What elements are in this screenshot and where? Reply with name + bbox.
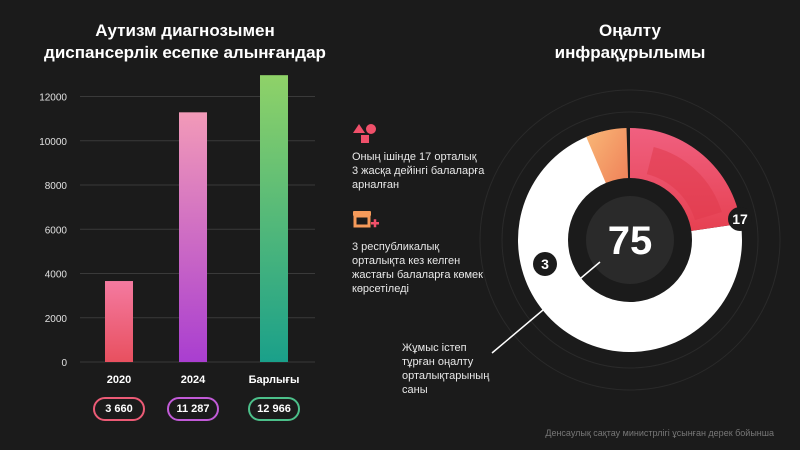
- note-line: көрсетіледі: [352, 283, 409, 295]
- shapes-icon: [353, 124, 376, 143]
- callout-line: [491, 261, 601, 354]
- y-tick-label: 6000: [45, 225, 68, 236]
- slice-3-badge: [533, 252, 557, 276]
- donut-total-label: 75: [608, 219, 653, 263]
- store-plus-icon: [353, 211, 379, 228]
- y-tick-label: 2000: [45, 314, 68, 325]
- donut-chart-title-line2: инфрақұрылымы: [554, 43, 706, 62]
- note-line: жастағы балаларға көмек: [352, 269, 483, 281]
- bar-chart-title: Аутизм диагнозымен диспансерлік есепке а…: [30, 20, 340, 64]
- bar-2024: [179, 112, 207, 363]
- y-tick-label: 0: [61, 358, 67, 369]
- bar-chart-title-line1: Аутизм диагнозымен: [95, 21, 275, 40]
- bar-chart-x-axis: 2020 2024 Барлығы: [107, 374, 300, 386]
- decorative-ring: [501, 111, 759, 369]
- note-store: 3 республикалық орталықта кез келген жас…: [352, 240, 483, 296]
- note-line: 3 республикалық: [352, 241, 440, 253]
- bar-chart-bars: [105, 75, 288, 363]
- y-tick-label: 12000: [39, 93, 67, 104]
- donut-center: [586, 196, 674, 284]
- donut-chart: 75 17 3: [479, 89, 781, 391]
- note-line: 3 жасқа дейінгі балаларға: [352, 165, 485, 177]
- slice-17-badge: [728, 207, 752, 231]
- note-line: арналған: [352, 179, 400, 191]
- decorative-ring: [479, 89, 781, 391]
- bar-Барлығы: [260, 75, 288, 362]
- bar-chart-y-axis: 0 2000 4000 6000 8000 10000 12000: [39, 93, 67, 369]
- bar-value-label: 11 287: [167, 397, 219, 421]
- callout-line: Жұмыс істеп: [402, 342, 467, 354]
- callout-line: саны: [402, 384, 428, 396]
- donut-chart-title-line1: Оңалту: [599, 21, 661, 40]
- slice-17-label: 17: [732, 211, 748, 227]
- bar-value-label: 3 660: [93, 397, 145, 421]
- bar-chart-title-line2: диспансерлік есепке алынғандар: [44, 43, 326, 62]
- source-note: Денсаулық сақтау министрлігі ұсынған дер…: [545, 428, 774, 438]
- callout-line: тұрған оңалту: [402, 356, 474, 368]
- note-line: орталықта кез келген: [352, 255, 461, 267]
- donut-slice-17-shade: [646, 146, 722, 221]
- note-shapes: Оның ішінде 17 орталық 3 жасқа дейінгі б…: [352, 150, 484, 192]
- bar-value-label: 12 966: [248, 397, 300, 421]
- donut-slice-rest: [518, 131, 742, 352]
- note-line: Оның ішінде 17 орталық: [352, 151, 477, 163]
- x-tick-label: 2024: [181, 374, 206, 386]
- donut-chart-title: Оңалту инфрақұрылымы: [520, 20, 740, 64]
- y-tick-label: 8000: [45, 181, 68, 192]
- y-tick-label: 10000: [39, 137, 67, 148]
- slice-3-label: 3: [541, 256, 549, 272]
- bar-2020: [105, 281, 133, 362]
- callout-line: орталықтарының: [402, 370, 490, 382]
- y-tick-label: 4000: [45, 270, 68, 281]
- x-tick-label: 2020: [107, 374, 131, 386]
- donut-callout-text: Жұмыс істеп тұрған оңалту орталықтарының…: [402, 341, 489, 397]
- x-tick-label: Барлығы: [249, 374, 300, 386]
